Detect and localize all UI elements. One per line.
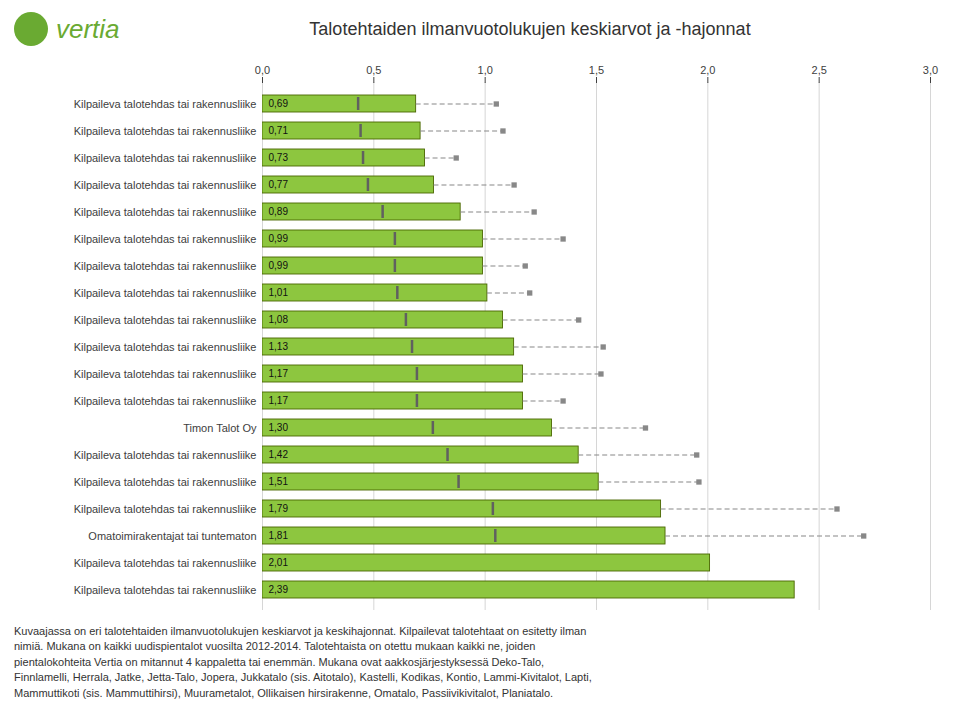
html-text:Finnlamelli, Herrala, Jatke, J: Finnlamelli, Herrala, Jatke, Jetta-Talo,… [14, 671, 592, 684]
svg-text:Kilpaileva talotehdas tai rake: Kilpaileva talotehdas tai rakennusliike [74, 557, 257, 569]
svg-text:0,5: 0,5 [366, 64, 381, 76]
svg-text:Kilpaileva talotehdas tai rake: Kilpaileva talotehdas tai rakennusliike [74, 503, 257, 515]
svg-text:Kilpaileva talotehdas tai rake: Kilpaileva talotehdas tai rakennusliike [74, 449, 257, 461]
html-text:Kuvaajassa on eri talotehtaide: Kuvaajassa on eri talotehtaiden ilmanvuo… [14, 625, 587, 637]
svg-text:1,17: 1,17 [269, 368, 289, 379]
html-text:Talotehtaiden ilmanvuotolukuje: Talotehtaiden ilmanvuotolukujen keskiarv… [309, 18, 751, 39]
svg-text:2,5: 2,5 [812, 64, 827, 76]
svg-text:0,77: 0,77 [269, 179, 289, 190]
svg-text:Kilpaileva talotehdas tai rake: Kilpaileva talotehdas tai rakennusliike [74, 341, 257, 353]
svg-text:Kilpaileva talotehdas tai rake: Kilpaileva talotehdas tai rakennusliike [74, 206, 257, 218]
svg-text:3,0: 3,0 [923, 64, 938, 76]
svg-text:1,51: 1,51 [269, 476, 289, 487]
svg-text:0,89: 0,89 [269, 206, 289, 217]
svg-text:Kilpaileva talotehdas tai rake: Kilpaileva talotehdas tai rakennusliike [74, 98, 257, 110]
svg-text:1,08: 1,08 [269, 314, 289, 325]
svg-text:0,71: 0,71 [269, 125, 289, 136]
svg-text:2,39: 2,39 [269, 584, 289, 595]
svg-text:0,73: 0,73 [269, 152, 289, 163]
svg-text:Kilpaileva talotehdas tai rake: Kilpaileva talotehdas tai rakennusliike [74, 368, 257, 380]
svg-text:1,30: 1,30 [269, 422, 289, 433]
svg-text:0,0: 0,0 [255, 64, 270, 76]
svg-text:Kilpaileva talotehdas tai rake: Kilpaileva talotehdas tai rakennusliike [74, 395, 257, 407]
html-text:nimiä. Mukana on kaikki uudisp: nimiä. Mukana on kaikki uudispientalot v… [14, 640, 536, 653]
html-text:vertia: vertia [56, 13, 120, 44]
svg-text:1,5: 1,5 [589, 64, 604, 76]
svg-text:Timon Talot Oy: Timon Talot Oy [183, 422, 257, 434]
html-text:Mammuttikoti (sis. Mammuttihir: Mammuttikoti (sis. Mammuttihirsi), Muura… [14, 686, 554, 699]
svg-text:1,42: 1,42 [269, 449, 289, 460]
svg-text:Kilpaileva talotehdas tai rake: Kilpaileva talotehdas tai rakennusliike [74, 476, 257, 488]
svg-text:Kilpaileva talotehdas tai rake: Kilpaileva talotehdas tai rakennusliike [74, 152, 257, 164]
svg-text:1,01: 1,01 [269, 287, 289, 298]
svg-text:Omatoimirakentajat tai tuntema: Omatoimirakentajat tai tuntematon [88, 530, 256, 542]
svg-text:1,17: 1,17 [269, 395, 289, 406]
svg-text:1,0: 1,0 [478, 64, 493, 76]
svg-text:1,13: 1,13 [269, 341, 289, 352]
svg-text:Kilpaileva talotehdas tai rake: Kilpaileva talotehdas tai rakennusliike [74, 125, 257, 137]
svg-text:Kilpaileva talotehdas tai rake: Kilpaileva talotehdas tai rakennusliike [74, 179, 257, 191]
svg-text:Kilpaileva talotehdas tai rake: Kilpaileva talotehdas tai rakennusliike [74, 314, 257, 326]
svg-text:Kilpaileva talotehdas tai rake: Kilpaileva talotehdas tai rakennusliike [74, 233, 257, 245]
svg-text:1,81: 1,81 [269, 530, 289, 541]
svg-text:Kilpaileva talotehdas tai rake: Kilpaileva talotehdas tai rakennusliike [74, 287, 257, 299]
svg-text:0,99: 0,99 [269, 260, 289, 271]
svg-text:1,79: 1,79 [269, 503, 289, 514]
svg-text:Kilpaileva talotehdas tai rake: Kilpaileva talotehdas tai rakennusliike [74, 260, 257, 272]
svg-text:2,0: 2,0 [700, 64, 715, 76]
html-text:pientalokohteita Vertia on mit: pientalokohteita Vertia on mitannut 4 ka… [14, 655, 545, 668]
svg-text:0,69: 0,69 [269, 98, 289, 109]
svg-text:Kilpaileva talotehdas tai rake: Kilpaileva talotehdas tai rakennusliike [74, 584, 257, 596]
svg-text:2,01: 2,01 [269, 557, 289, 568]
svg-text:0,99: 0,99 [269, 233, 289, 244]
